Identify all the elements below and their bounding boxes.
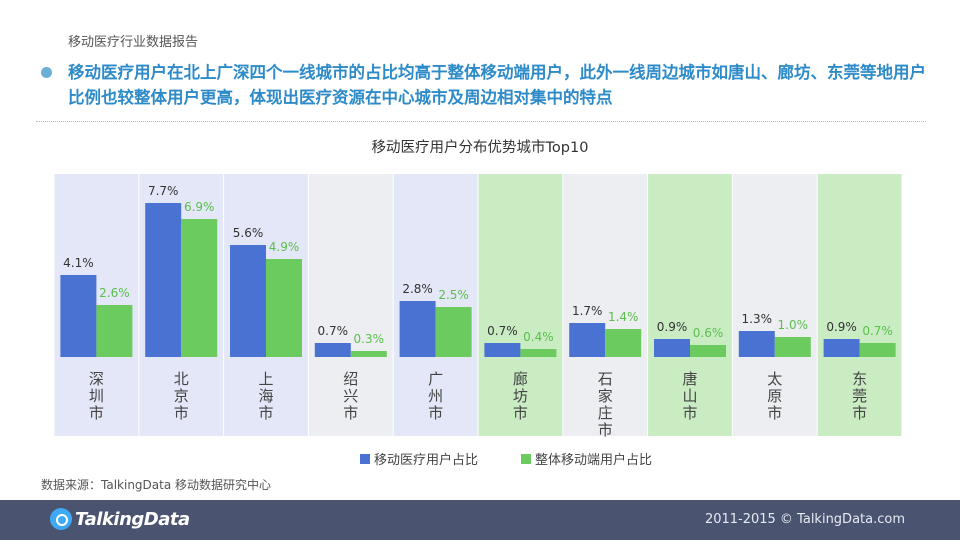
data-label: 1.0% — [778, 318, 809, 332]
data-label: 1.7% — [572, 304, 603, 318]
category-band — [732, 174, 817, 436]
data-label: 4.1% — [63, 256, 94, 270]
bar-series2 — [96, 305, 133, 357]
bar-series2 — [774, 337, 811, 357]
data-label: 2.5% — [438, 288, 469, 302]
headline: 移动医疗用户在北上广深四个一线城市的占比均高于整体移动端用户，此外一线周边城市如… — [68, 63, 926, 107]
bar-series1 — [738, 331, 775, 357]
category-label-char: 上 — [258, 370, 273, 388]
bar-series1 — [823, 339, 860, 357]
bullet-icon — [41, 67, 52, 78]
bar-series2 — [690, 345, 726, 357]
bar-series1 — [314, 343, 351, 357]
category-label-char: 圳 — [89, 387, 104, 405]
bar-series1 — [569, 323, 606, 357]
bar-series1 — [60, 275, 97, 357]
legend-label-series1: 移动医疗用户占比 — [374, 453, 479, 468]
report-title: 移动医疗行业数据报告 — [68, 35, 199, 50]
category-band — [563, 174, 648, 436]
category-label-char: 州 — [428, 387, 443, 405]
legend-label-series2: 整体移动端用户占比 — [535, 453, 653, 468]
bar-series2 — [859, 343, 896, 357]
logo-bubble-icon — [50, 508, 72, 530]
category-label-char: 绍 — [343, 370, 358, 388]
legend-item-series2: 整体移动端用户占比 — [521, 449, 652, 468]
category-label-char: 市 — [852, 404, 867, 422]
category-label-char: 市 — [598, 421, 613, 439]
category-label-char: 莞 — [852, 387, 867, 405]
bar-series1 — [654, 339, 690, 357]
category-label-char: 市 — [174, 404, 189, 422]
data-label: 0.3% — [354, 332, 385, 346]
category-label-char: 市 — [682, 404, 697, 422]
category-band — [817, 174, 902, 436]
legend-swatch-series2 — [521, 453, 531, 464]
category-band — [648, 174, 732, 436]
bar-series1 — [145, 203, 182, 357]
data-label: 6.9% — [184, 200, 215, 214]
category-label-char: 太 — [767, 370, 782, 388]
category-label-char: 唐 — [682, 370, 697, 388]
category-label-char: 廊 — [513, 370, 528, 388]
data-label: 0.7% — [487, 324, 518, 338]
data-label: 1.3% — [742, 312, 773, 326]
category-label-char: 山 — [682, 387, 697, 405]
data-label: 0.9% — [826, 320, 857, 334]
bar-series2 — [520, 349, 557, 357]
category-label-char: 海 — [258, 387, 273, 405]
category-label-char: 广 — [428, 370, 443, 388]
category-label-char: 家 — [598, 387, 613, 405]
category-label-char: 北 — [174, 370, 189, 388]
data-label: 0.6% — [693, 326, 724, 340]
category-label-char: 深 — [89, 370, 104, 388]
divider — [36, 121, 926, 122]
category-band — [308, 174, 393, 436]
data-source: 数据来源：TalkingData 移动数据研究中心 — [41, 478, 272, 492]
category-label-char: 市 — [258, 404, 273, 422]
talkingdata-logo: TalkingData — [50, 508, 190, 530]
category-label-char: 原 — [767, 387, 782, 405]
bar-series2 — [350, 351, 387, 357]
bar-series2 — [266, 259, 302, 357]
bar-series1 — [399, 301, 436, 357]
category-label-char: 东 — [852, 370, 867, 388]
chart-title: 移动医疗用户分布优势城市Top10 — [371, 140, 589, 156]
bar-series2 — [435, 307, 472, 357]
bar-series2 — [181, 219, 218, 357]
category-label-char: 京 — [174, 387, 189, 405]
footer-bar: TalkingData 2011-2015 © TalkingData.com — [0, 500, 960, 540]
legend-item-series1: 移动医疗用户占比 — [360, 449, 478, 468]
copyright: 2011-2015 © TalkingData.com — [704, 512, 905, 527]
category-label-char: 坊 — [513, 387, 528, 405]
bar-series1 — [230, 245, 266, 357]
data-label: 2.6% — [99, 286, 130, 300]
data-label: 0.7% — [862, 324, 893, 338]
category-label-char: 市 — [343, 404, 358, 422]
legend-swatch-series1 — [360, 453, 370, 464]
data-label: 7.7% — [148, 184, 179, 198]
category-label-char: 兴 — [343, 387, 358, 405]
data-label: 5.6% — [233, 226, 264, 240]
logo-text: TalkingData — [75, 508, 190, 530]
data-label: 4.9% — [269, 240, 300, 254]
bar-series2 — [605, 329, 642, 357]
category-label-char: 庄 — [598, 404, 613, 422]
category-label-char: 市 — [428, 404, 443, 422]
data-label: 0.9% — [657, 320, 688, 334]
category-label-char: 石 — [598, 370, 613, 388]
category-band — [478, 174, 563, 436]
bar-series1 — [484, 343, 521, 357]
data-label: 0.7% — [318, 324, 349, 338]
category-label-char: 市 — [767, 404, 782, 422]
data-label: 2.8% — [402, 282, 433, 296]
category-label-char: 市 — [513, 404, 528, 422]
category-label-char: 市 — [89, 404, 104, 422]
data-label: 1.4% — [608, 310, 639, 324]
data-label: 0.4% — [523, 330, 554, 344]
